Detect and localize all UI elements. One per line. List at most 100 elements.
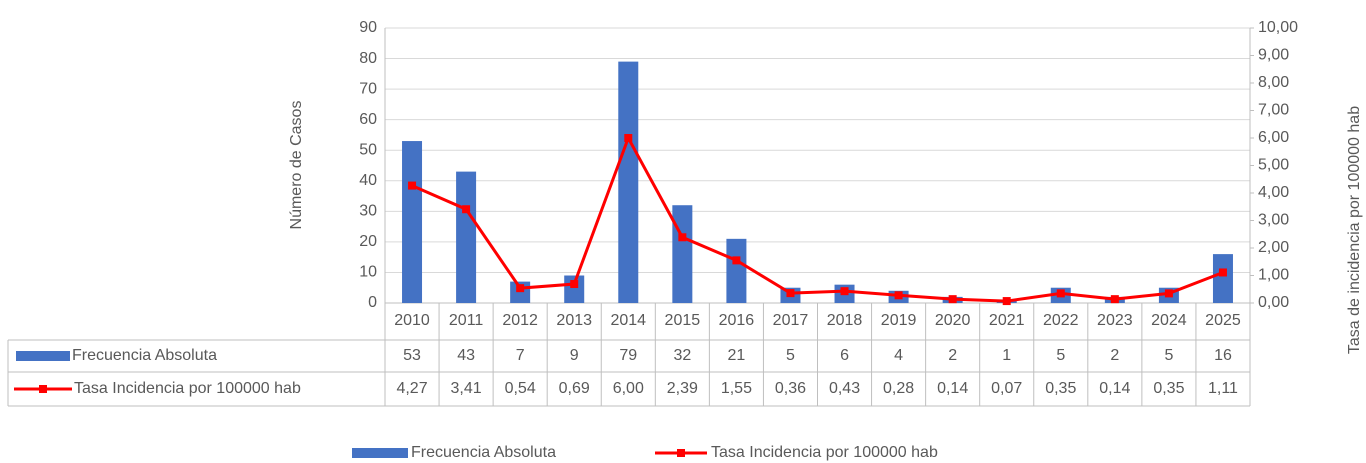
y-tick-label: 80 [359,50,377,67]
bar [456,171,477,303]
y2-tick-label: 0,00 [1258,294,1289,311]
table-value: 0,35 [1153,380,1184,397]
y-tick-label: 50 [359,141,377,158]
x-tick-label: 2016 [718,312,755,329]
x-tick-label: 2024 [1151,312,1187,329]
table-value: 0,35 [1045,380,1076,397]
table-value: 5 [786,347,795,364]
table-value: 0,14 [1099,380,1130,397]
marker [516,284,525,293]
x-tick-label: 2020 [934,312,971,329]
table-value: 0,69 [559,380,590,397]
y2-tick-label: 6,00 [1258,129,1289,146]
y2-axis-title: Tasa de incidencia por 100000 hab [1346,106,1363,354]
legend-label: Tasa Incidencia por 100000 hab [711,444,938,461]
y-tick-label: 60 [359,111,377,128]
x-tick-label: 2025 [1205,312,1241,329]
y-tick-label: 20 [359,233,377,250]
y2-tick-label: 2,00 [1258,239,1289,256]
marker [786,289,795,298]
y-tick-label: 0 [368,294,377,311]
marker [732,256,741,265]
table-value: 1,55 [721,380,752,397]
x-tick-label: 2019 [880,312,917,329]
x-tick-label: 2013 [556,312,593,329]
y-tick-label: 40 [359,172,377,189]
legend-swatch [352,448,408,458]
table-value: 0,14 [937,380,968,397]
table-value: 32 [673,347,691,364]
table-swatch [16,351,70,361]
table-value: 2 [1110,347,1119,364]
y2-tick-label: 9,00 [1258,47,1289,64]
x-tick-label: 2017 [772,312,809,329]
x-tick-label: 2023 [1097,312,1133,329]
marker [624,134,633,142]
x-tick-label: 2021 [988,312,1025,329]
table-value: 4 [894,347,903,364]
line [411,134,1224,303]
marker [948,295,957,304]
x-tick-label: 2010 [394,312,430,329]
bar [1212,254,1233,303]
x-tick-label: 2018 [826,312,863,329]
table-value: 21 [728,347,746,364]
legend-swatch [677,449,685,457]
table-value: 9 [570,347,579,364]
y-tick-label: 30 [359,203,377,220]
y2-tick-label: 1,00 [1258,267,1289,284]
table-value: 6 [840,347,849,364]
marker [1164,289,1173,298]
bar [402,141,423,303]
x-tick-label: 2012 [502,312,538,329]
table-value: 0,28 [883,380,914,397]
marker [840,287,849,296]
table-value: 5 [1164,347,1173,364]
marker [462,205,471,214]
bar [564,275,585,303]
table-series-name: Frecuencia Absoluta [72,347,217,364]
table-value: 7 [516,347,525,364]
x-tick-label: 2022 [1042,312,1079,329]
table-value: 2,39 [667,380,698,397]
y-axis-title: Número de Casos [288,101,305,230]
y2-tick-label: 5,00 [1258,157,1289,174]
y-tick-label: 70 [359,80,377,97]
y2-tick-label: 3,00 [1258,212,1289,229]
table-value: 16 [1214,347,1232,364]
table-value: 0,54 [505,380,536,397]
table-value: 43 [457,347,475,364]
marker [894,291,903,300]
table-series-name: Tasa Incidencia por 100000 hab [74,380,301,397]
marker [1110,295,1119,304]
marker [1218,268,1227,277]
legend-label: Frecuencia Absoluta [411,444,556,461]
table-value: 3,41 [451,380,482,397]
table-value: 1,11 [1208,380,1238,397]
bar [618,61,639,303]
table-value: 79 [619,347,637,364]
bar [672,205,693,303]
table-value: 6,00 [613,380,644,397]
marker [1056,289,1065,298]
y2-tick-label: 4,00 [1258,184,1289,201]
table-value: 5 [1056,347,1065,364]
x-tick-label: 2015 [664,312,701,329]
table-value: 4,27 [396,380,427,397]
marker [408,181,417,190]
table-value: 0,43 [829,380,860,397]
marker [678,233,687,242]
x-tick-label: 2011 [448,312,484,329]
marker [570,280,579,289]
table-value: 0,36 [775,380,806,397]
table-value: 1 [1002,347,1011,364]
table-value: 0,07 [991,380,1022,397]
bar [726,238,747,303]
y-tick-label: 90 [359,19,377,36]
table-value: 53 [403,347,421,364]
y-tick-label: 10 [359,264,377,281]
marker [1002,297,1011,306]
y2-tick-label: 10,00 [1258,19,1298,36]
